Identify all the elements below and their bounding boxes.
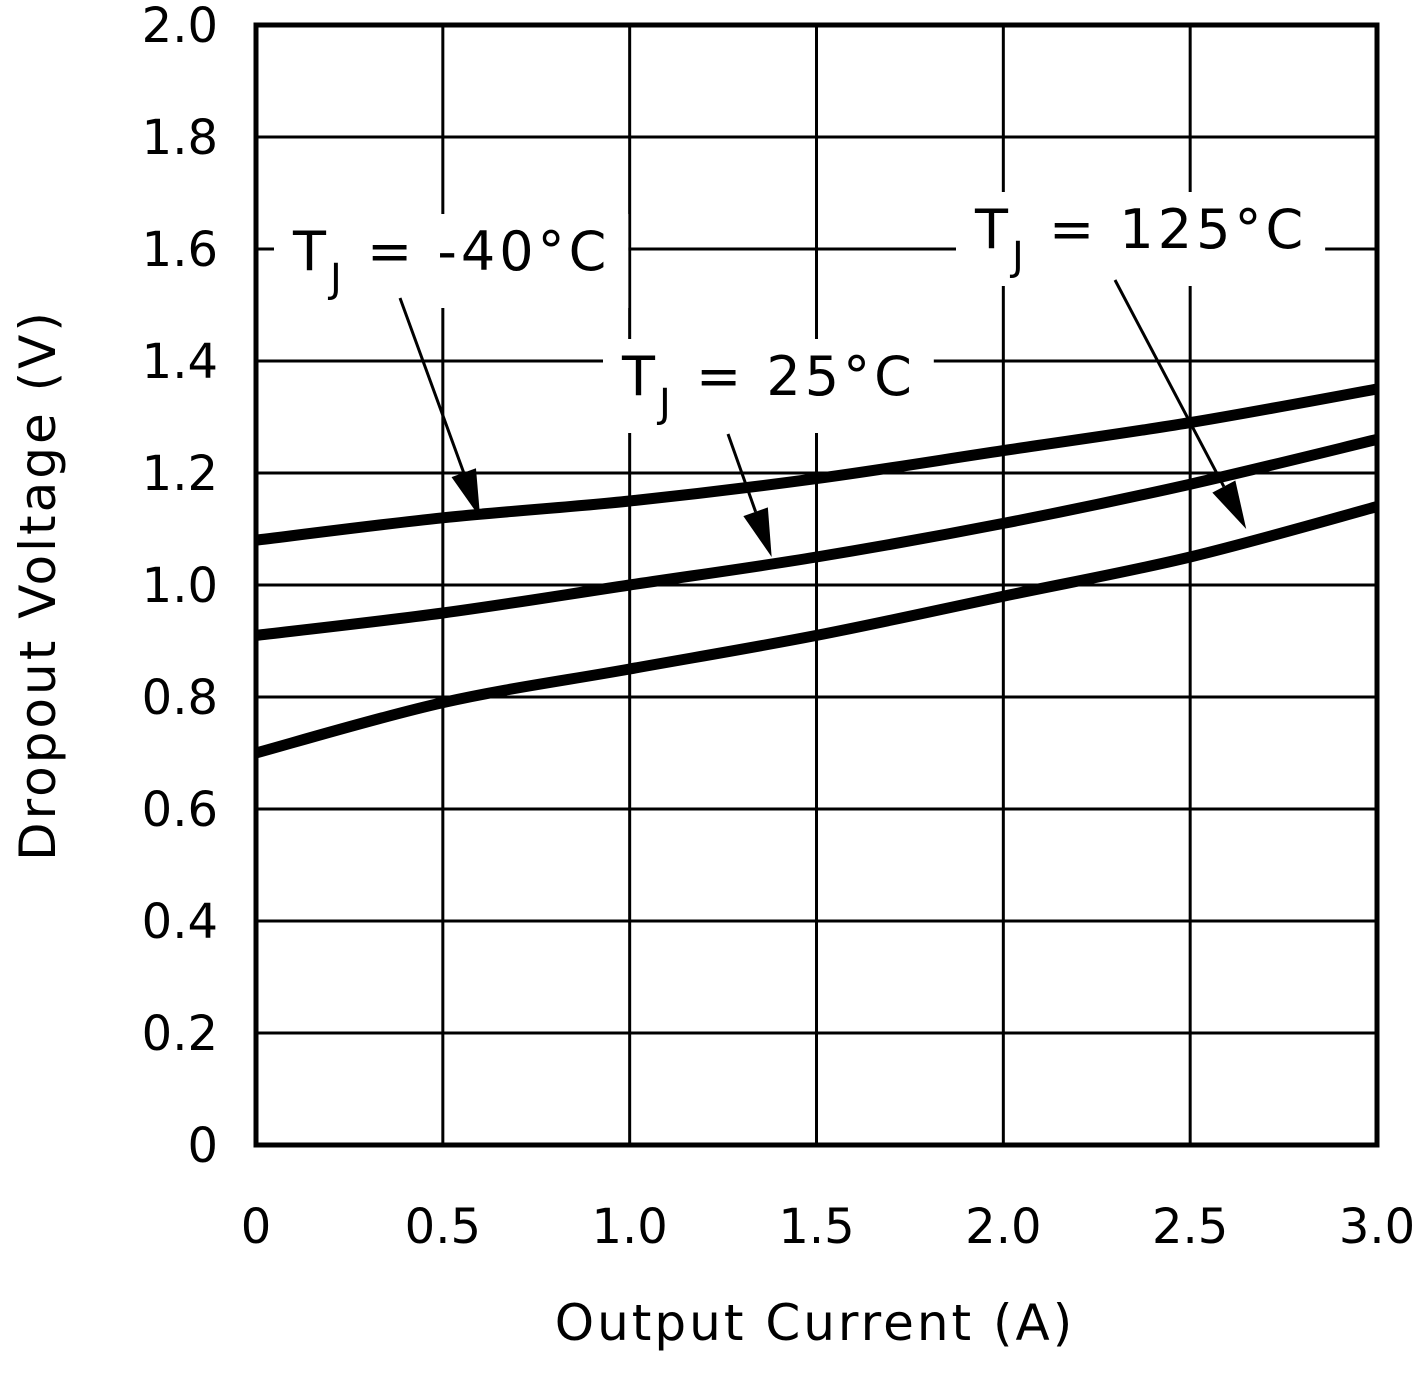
plot-frame: [253, 22, 1380, 1148]
x-tick-label: 1.0: [591, 1199, 667, 1255]
annotation-arrow-shaft: [398, 297, 466, 474]
x-tick-label: 3.0: [1339, 1199, 1415, 1255]
y-tick-label: 1.6: [142, 222, 218, 278]
series-annotation: TJ = 125°C: [956, 192, 1326, 529]
annotation-arrow-shaft: [1113, 279, 1226, 488]
label-background: [956, 192, 1326, 286]
y-tick-label: 0: [187, 1118, 218, 1174]
x-tick-label: 0.5: [405, 1199, 481, 1255]
annotation-arrow-head: [743, 507, 772, 557]
x-axis-title: Output Current (A): [555, 1294, 1075, 1352]
series-annotation: TJ = 25°C: [603, 339, 934, 557]
series-annotations: TJ = -40°CTJ = 25°C TJ = 125°C: [274, 192, 1326, 557]
y-tick-label: 1.2: [142, 446, 218, 502]
annotation-label: TJ = 125°C: [974, 198, 1307, 280]
y-tick-label: 0.6: [142, 782, 218, 838]
y-axis-title: Dropout Voltage (V): [9, 309, 67, 861]
x-tick-label: 2.0: [965, 1199, 1041, 1255]
x-tick-label: 1.5: [778, 1199, 854, 1255]
y-tick-labels: 0 0.2 0.4 0.6 0.8 1.0 1.2 1.4 1.6 1.8 2.0: [142, 0, 218, 1174]
y-tick-label: 1.8: [142, 110, 218, 166]
x-tick-label: 2.5: [1152, 1199, 1228, 1255]
series-line-125c: [254, 501, 1379, 759]
x-tick-label: 0: [241, 1199, 272, 1255]
series-line-25c: [255, 434, 1379, 641]
y-tick-label: 0.4: [142, 894, 218, 950]
label-background: [603, 339, 934, 433]
x-tick-labels: 0 0.5 1.0 1.5 2.0 2.5 3.0: [241, 1199, 1415, 1255]
annotation-arrow-head: [451, 468, 481, 518]
y-tick-label: 1.0: [142, 558, 218, 614]
annotation-label: TJ = -40°C: [292, 220, 610, 302]
y-tick-label: 2.0: [142, 0, 218, 54]
annotation-arrow-shaft: [726, 433, 758, 513]
y-tick-label: 1.4: [142, 334, 218, 390]
annotation-arrow-head: [1212, 480, 1247, 529]
y-tick-label: 0.8: [142, 670, 218, 726]
label-background: [274, 214, 629, 308]
series-annotation: TJ = -40°C: [274, 214, 629, 518]
y-tick-label: 0.2: [142, 1006, 218, 1062]
annotation-label: TJ = 25°C: [621, 345, 916, 427]
